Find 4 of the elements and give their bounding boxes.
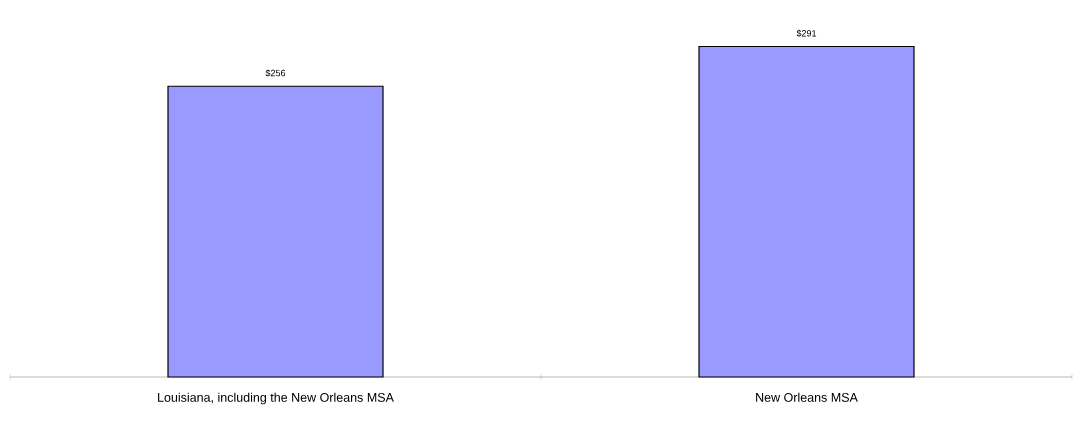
data-label: $291 — [796, 29, 817, 37]
data-label: $256 — [265, 69, 286, 77]
x-tick-label: New Orleans MSA — [756, 392, 858, 402]
x-tick-label: Louisiana, including the New Orleans MSA — [158, 392, 394, 405]
